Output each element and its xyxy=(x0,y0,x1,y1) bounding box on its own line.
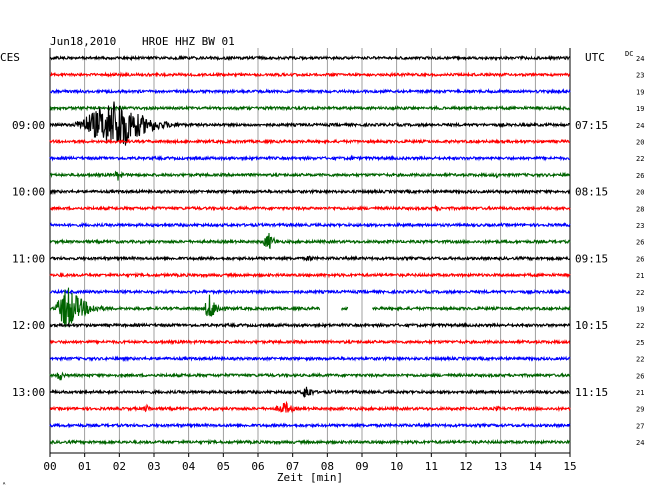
seismic-traces xyxy=(49,54,571,446)
left-timezone-label: CES xyxy=(0,51,20,64)
trace-row-6 xyxy=(49,154,571,162)
trace-row-17 xyxy=(49,338,571,346)
trace-row-0 xyxy=(49,54,571,62)
dc-offset-value: 24 xyxy=(636,55,644,63)
dc-offset-value: 25 xyxy=(636,339,644,347)
trace-row-23 xyxy=(49,438,571,446)
x-tick-label: 14 xyxy=(529,460,543,473)
x-tick-label: 04 xyxy=(182,460,196,473)
dc-offset-value: 21 xyxy=(636,272,644,280)
dc-offset-value: 19 xyxy=(636,88,644,96)
x-tick-label: 06 xyxy=(251,460,264,473)
trace-row-12 xyxy=(49,254,571,262)
minute-grid xyxy=(49,48,571,454)
dc-offset-value: 20 xyxy=(636,139,644,147)
trace-row-22 xyxy=(49,421,571,429)
trace-row-3 xyxy=(49,104,571,112)
x-tick-label: 12 xyxy=(459,460,472,473)
dc-offset-value: 26 xyxy=(636,172,644,180)
dc-offset-value: 27 xyxy=(636,422,644,430)
dc-offset-value: 22 xyxy=(636,322,644,330)
x-axis-title: Zeit [min] xyxy=(277,471,343,484)
x-tick-label: 01 xyxy=(78,460,91,473)
trace-row-18 xyxy=(49,355,571,363)
cest-time-label: 10:00 xyxy=(12,186,45,199)
x-tick-label: 03 xyxy=(147,460,160,473)
left-time-labels: 09:00 10:00 11:00 12:00 13:00 xyxy=(12,119,45,399)
station-code: HROE HHZ BW 01 xyxy=(142,35,235,48)
trace-row-14 xyxy=(49,288,571,296)
x-tick-label: 11 xyxy=(425,460,438,473)
dc-offset-value: 28 xyxy=(636,205,644,213)
x-tick-label: 15 xyxy=(563,460,576,473)
dc-offset-value: 23 xyxy=(636,222,644,230)
trace-row-7 xyxy=(49,170,571,181)
right-timezone-label: UTC xyxy=(585,51,605,64)
x-tick-label: 10 xyxy=(390,460,403,473)
dc-offset-value: 23 xyxy=(636,72,644,80)
trace-row-1 xyxy=(49,71,571,78)
trace-row-20 xyxy=(49,386,571,399)
x-tick-label: 07 xyxy=(286,460,299,473)
cest-time-label: 09:00 xyxy=(12,119,45,132)
dc-offset-value: 24 xyxy=(636,122,644,130)
dc-offset-value: 26 xyxy=(636,239,644,247)
dc-offset-value: 26 xyxy=(636,255,644,263)
dc-offset-value: 22 xyxy=(636,356,644,364)
utc-time-label: 09:15 xyxy=(575,252,608,265)
utc-time-label: 08:15 xyxy=(575,186,608,199)
dc-offset-value: 19 xyxy=(636,306,644,314)
dc-offset-value: 29 xyxy=(636,406,644,414)
trace-row-10 xyxy=(49,221,571,229)
x-tick-label: 13 xyxy=(494,460,507,473)
x-tick-label: 08 xyxy=(321,460,334,473)
cest-time-label: 13:00 xyxy=(12,386,45,399)
trace-row-9 xyxy=(49,204,571,212)
trace-row-19 xyxy=(49,371,571,381)
record-date: Jun18,2010 xyxy=(50,35,116,48)
trace-row-11 xyxy=(49,232,571,249)
dc-offset-value: 24 xyxy=(636,439,644,447)
dc-offset-value: 26 xyxy=(636,372,644,380)
trace-row-13 xyxy=(49,271,571,279)
dc-offset-value: 21 xyxy=(636,389,644,397)
trace-row-8 xyxy=(49,188,571,196)
trace-row-5 xyxy=(49,138,571,145)
trace-row-2 xyxy=(49,88,571,95)
trace-row-15 xyxy=(49,287,571,327)
cest-time-label: 11:00 xyxy=(12,252,45,265)
dc-offset-value: 20 xyxy=(636,189,644,197)
cest-time-label: 12:00 xyxy=(12,319,45,332)
dc-offset-value: 22 xyxy=(636,155,644,163)
x-tick-label: 00 xyxy=(43,460,56,473)
x-tick-label: 02 xyxy=(113,460,126,473)
dc-offset-value: 19 xyxy=(636,105,644,113)
x-tick-label: 05 xyxy=(217,460,230,473)
trace-row-4 xyxy=(49,101,571,146)
utc-time-label: 07:15 xyxy=(575,119,608,132)
utc-time-label: 11:15 xyxy=(575,386,608,399)
x-axis-ticks: 00 01 02 03 04 05 06 07 08 09 10 11 12 13 14 15 xyxy=(43,453,577,473)
trace-row-16 xyxy=(49,321,571,329)
dc-header-label: DC xyxy=(625,50,633,58)
right-time-labels: 07:15 08:15 09:15 10:15 11:15 xyxy=(575,119,608,399)
dc-offset-column: 24 23 19 19 24 20 22 26 20 28 23 26 26 21 22 19 22 25 22 26… xyxy=(636,55,644,447)
x-tick-label: 09 xyxy=(355,460,368,473)
trace-row-21 xyxy=(49,400,571,414)
corner-mark: ᴬ xyxy=(2,480,6,489)
dc-offset-value: 22 xyxy=(636,289,644,297)
utc-time-label: 10:15 xyxy=(575,319,608,332)
